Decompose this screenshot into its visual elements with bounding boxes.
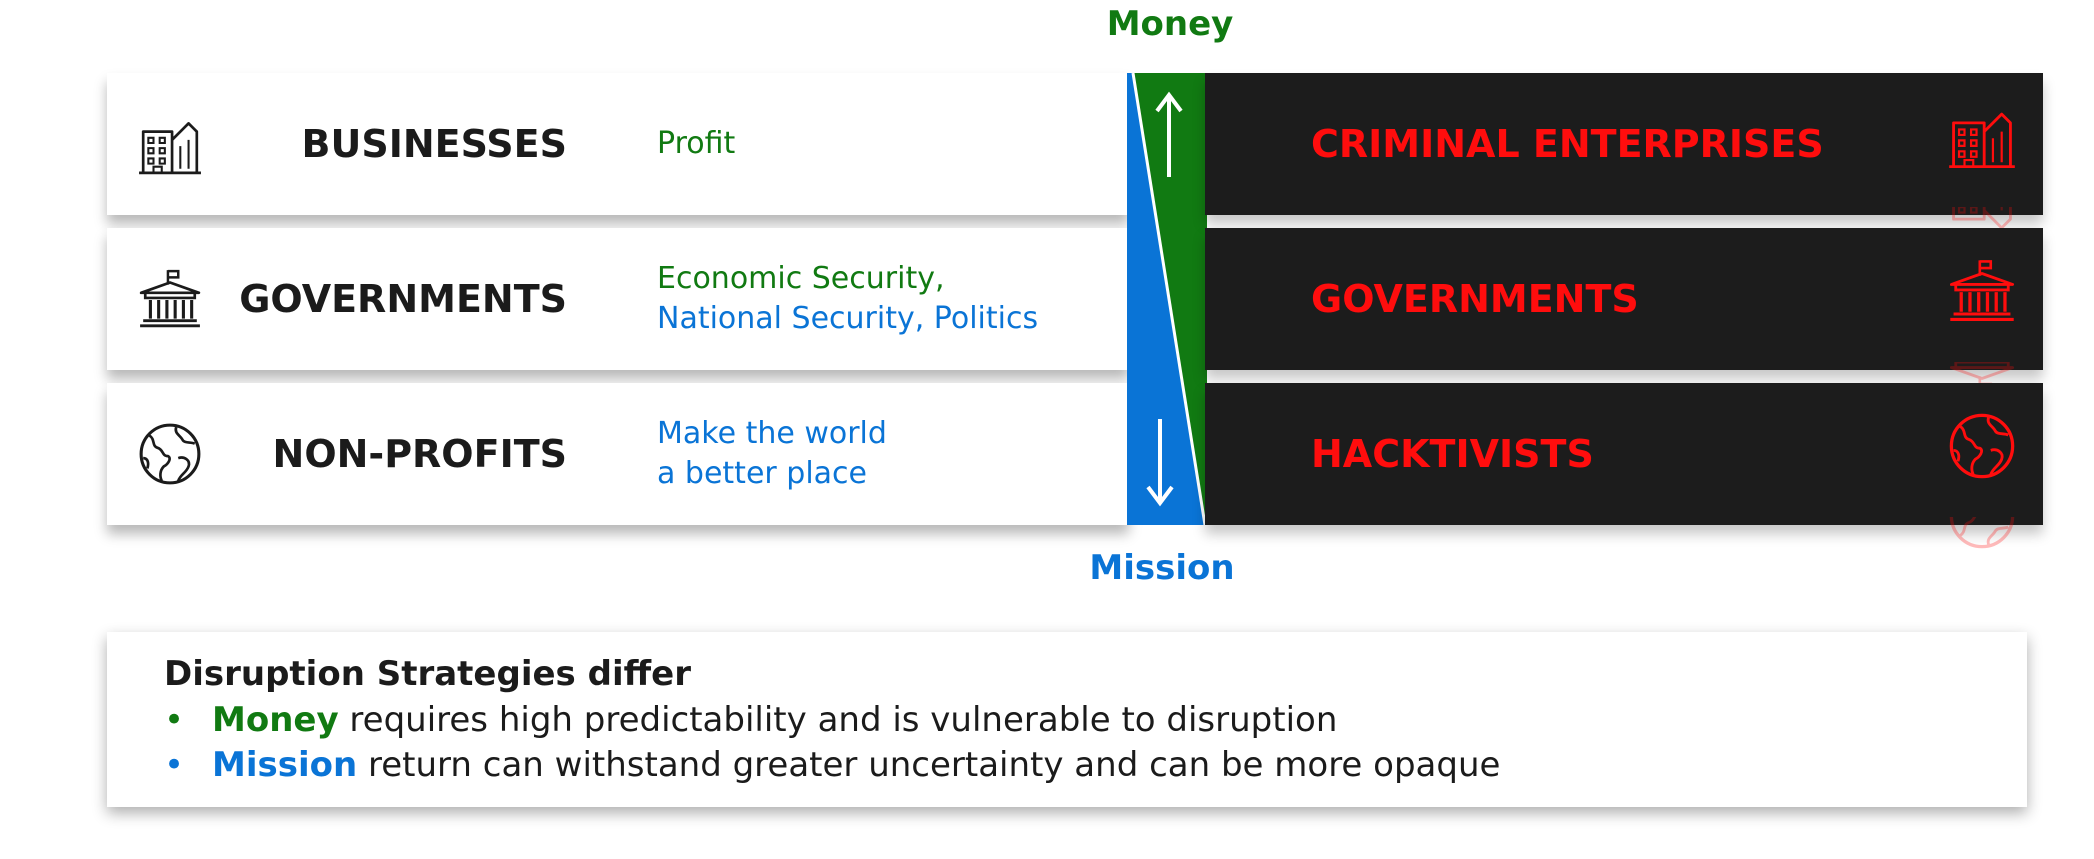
non-profits-row: NON-PROFITS Make the world a better plac…	[107, 383, 1129, 525]
criminal-enterprises-row: CRIMINAL ENTERPRISES	[1205, 73, 2043, 215]
governments-row: GOVERNMENTS Economic Security, National …	[107, 228, 1129, 370]
mission-bullet: • Mission return can withstand greater un…	[164, 745, 1500, 785]
motive-line: Economic Security,	[657, 261, 945, 296]
hacktivists-label: HACKTIVISTS	[1311, 432, 1594, 476]
globe-icon	[1947, 411, 2017, 481]
governments-motive: Economic Security, National Security, Po…	[657, 228, 1038, 370]
building-icon	[137, 111, 203, 177]
adversary-governments-label: GOVERNMENTS	[1311, 277, 1639, 321]
government-building-icon	[137, 266, 203, 332]
disruption-strategies-box: Disruption Strategies differ • Money requ…	[107, 632, 2027, 807]
strategies-title: Disruption Strategies differ	[164, 654, 691, 694]
motive-line: National Security, Politics	[657, 301, 1039, 336]
motive-line: Profit	[657, 126, 736, 161]
building-icon	[1947, 101, 2017, 171]
down-arrow-icon	[1146, 419, 1174, 507]
money-axis-label: Money	[1106, 4, 1234, 44]
adversary-governments-row: GOVERNMENTS	[1205, 228, 2043, 370]
money-mission-divider	[1127, 73, 1207, 525]
businesses-row: BUSINESSES Profit	[107, 73, 1129, 215]
hacktivists-row: HACKTIVISTS	[1205, 383, 2043, 525]
bullet-marker: •	[164, 700, 185, 740]
motive-line: a better place	[657, 456, 867, 491]
money-bullet: • Money requires high predictability and …	[164, 700, 1337, 740]
mission-bullet-text: return can withstand greater uncertainty…	[357, 745, 1501, 785]
globe-icon-reflection	[1947, 481, 2017, 551]
motive-line: Make the world	[657, 416, 887, 451]
money-keyword: Money	[212, 700, 339, 740]
up-arrow-icon	[1155, 91, 1183, 177]
wedge-divider-line	[1131, 73, 1207, 525]
bullet-marker: •	[164, 745, 185, 785]
businesses-label: BUSINESSES	[301, 122, 567, 166]
businesses-motive: Profit	[657, 73, 735, 215]
criminal-enterprises-label: CRIMINAL ENTERPRISES	[1311, 122, 1824, 166]
mission-axis-label: Mission	[1089, 548, 1235, 588]
non-profits-label: NON-PROFITS	[272, 432, 567, 476]
governments-label: GOVERNMENTS	[239, 277, 567, 321]
government-building-icon	[1947, 256, 2017, 326]
non-profits-motive: Make the world a better place	[657, 383, 887, 525]
money-bullet-text: requires high predictability and is vuln…	[338, 700, 1338, 740]
mission-keyword: Mission	[212, 745, 358, 785]
globe-icon	[137, 421, 203, 487]
